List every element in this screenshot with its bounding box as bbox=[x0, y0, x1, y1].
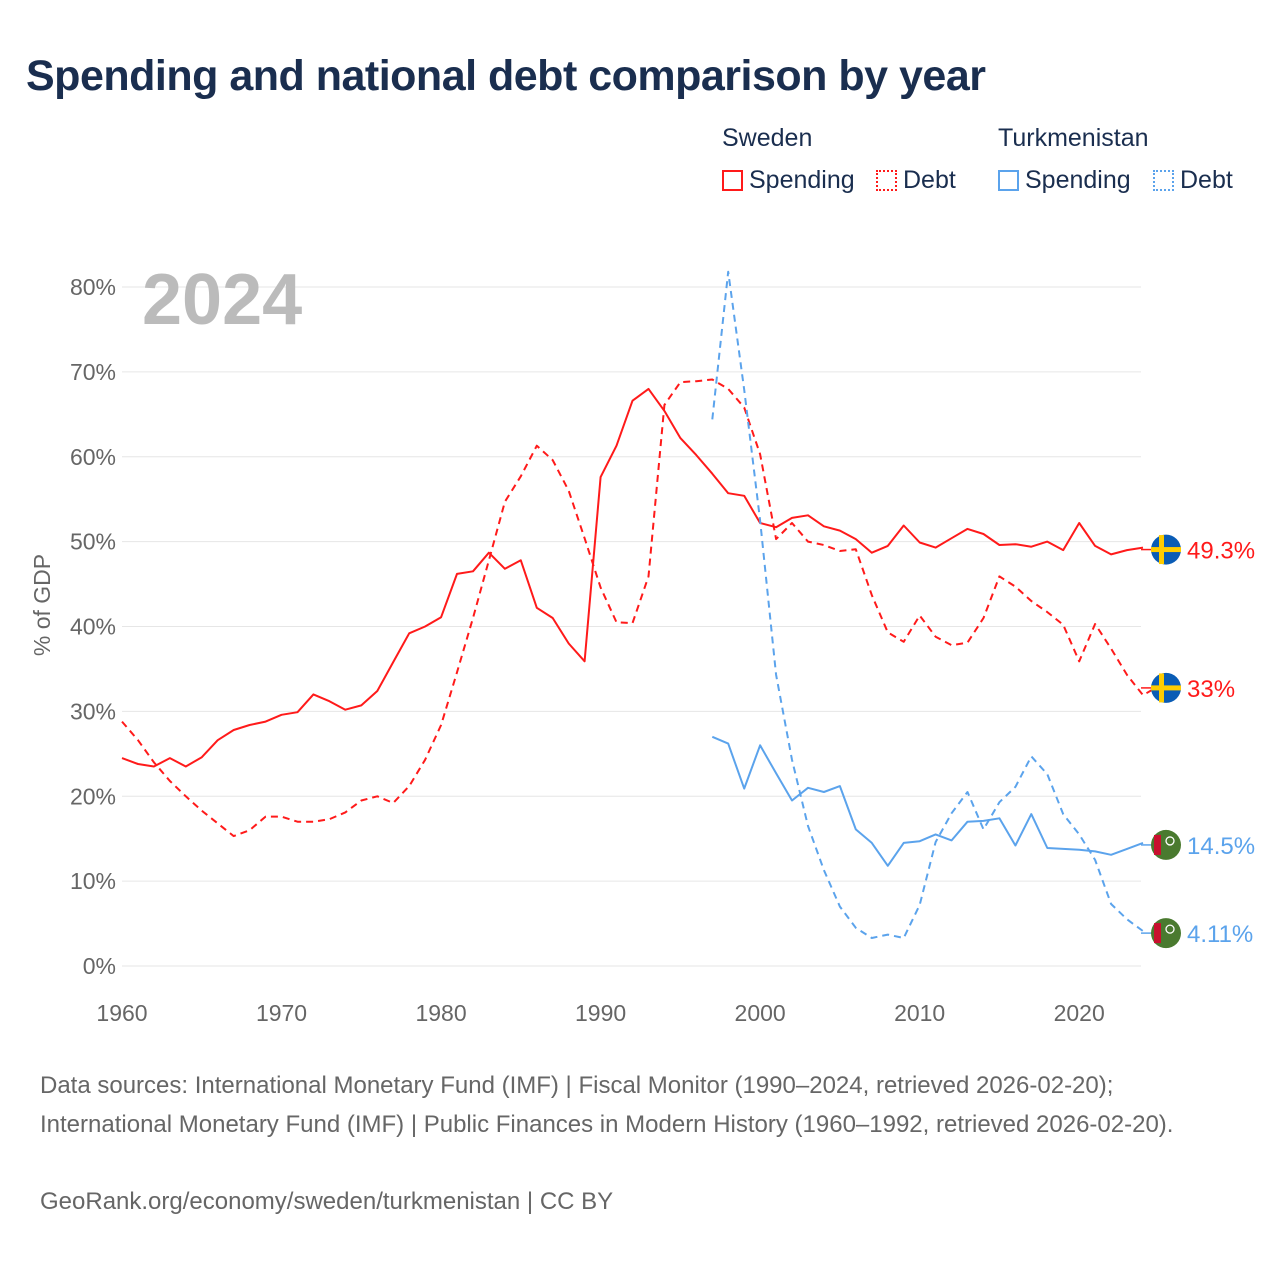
x-tick-label: 2020 bbox=[1054, 1000, 1105, 1026]
legend-label: Debt bbox=[903, 166, 956, 194]
x-tick-label: 1960 bbox=[96, 1000, 147, 1026]
y-tick-label: 80% bbox=[70, 274, 116, 300]
legend-label: Spending bbox=[1025, 166, 1131, 194]
series-line-turkmenistan-spending bbox=[711, 735, 1144, 867]
sweden-flag-cross bbox=[1159, 535, 1164, 565]
turkmenistan-flag-stripe bbox=[1154, 923, 1161, 944]
end-value-label: 4.11% bbox=[1187, 921, 1253, 948]
year-watermark: 2024 bbox=[142, 260, 302, 340]
end-value-label: 14.5% bbox=[1187, 833, 1255, 860]
series-line-sweden-debt bbox=[121, 378, 1160, 838]
turkmenistan-flag-stripe bbox=[1154, 834, 1161, 855]
y-tick-label: 0% bbox=[83, 953, 116, 979]
x-tick-label: 2000 bbox=[735, 1000, 786, 1026]
data-sources: Data sources: International Monetary Fun… bbox=[40, 1072, 1174, 1138]
legend-sweden-debt[interactable]: Debt bbox=[876, 166, 956, 195]
y-axis-label: % of GDP bbox=[29, 554, 55, 656]
chart-title: Spending and national debt comparison by… bbox=[26, 52, 986, 100]
legend-swatch-solid bbox=[722, 170, 743, 191]
y-tick-label: 30% bbox=[70, 698, 116, 724]
y-tick-label: 40% bbox=[70, 614, 116, 640]
end-value-label: 33% bbox=[1187, 676, 1235, 703]
sweden-flag-cross bbox=[1151, 547, 1181, 553]
x-tick-label: 1980 bbox=[415, 1000, 466, 1026]
end-value-label: 49.3% bbox=[1187, 538, 1255, 565]
y-tick-label: 10% bbox=[70, 868, 116, 894]
turkmenistan-flag-crescent bbox=[1165, 836, 1175, 846]
x-tick-label: 2010 bbox=[894, 1000, 945, 1026]
legend-swatch-dotted bbox=[876, 170, 897, 191]
legend-turkmenistan-spending[interactable]: Spending bbox=[998, 166, 1131, 195]
legend-country-turkmenistan: Turkmenistan bbox=[998, 124, 1149, 152]
legend-swatch-dotted bbox=[1153, 170, 1174, 191]
legend-turkmenistan-debt[interactable]: Debt bbox=[1153, 166, 1233, 195]
legend-label: Spending bbox=[749, 166, 855, 194]
turkmenistan-flag-crescent bbox=[1165, 924, 1175, 934]
legend-country-sweden: Sweden bbox=[722, 124, 813, 152]
y-tick-label: 70% bbox=[70, 359, 116, 385]
y-tick-label: 60% bbox=[70, 444, 116, 470]
legend-sweden-spending[interactable]: Spending bbox=[722, 166, 855, 195]
credit-link[interactable]: GeoRank.org/economy/sweden/turkmenistan … bbox=[40, 1188, 614, 1215]
x-tick-label: 1970 bbox=[256, 1000, 307, 1026]
series-line-sweden-spending bbox=[121, 387, 1144, 768]
sweden-flag-cross bbox=[1151, 685, 1181, 691]
sweden-flag-cross bbox=[1159, 673, 1164, 703]
y-tick-label: 50% bbox=[70, 529, 116, 555]
y-tick-label: 20% bbox=[70, 783, 116, 809]
x-tick-label: 1990 bbox=[575, 1000, 626, 1026]
legend-swatch-solid bbox=[998, 170, 1019, 191]
legend-label: Debt bbox=[1180, 166, 1233, 194]
